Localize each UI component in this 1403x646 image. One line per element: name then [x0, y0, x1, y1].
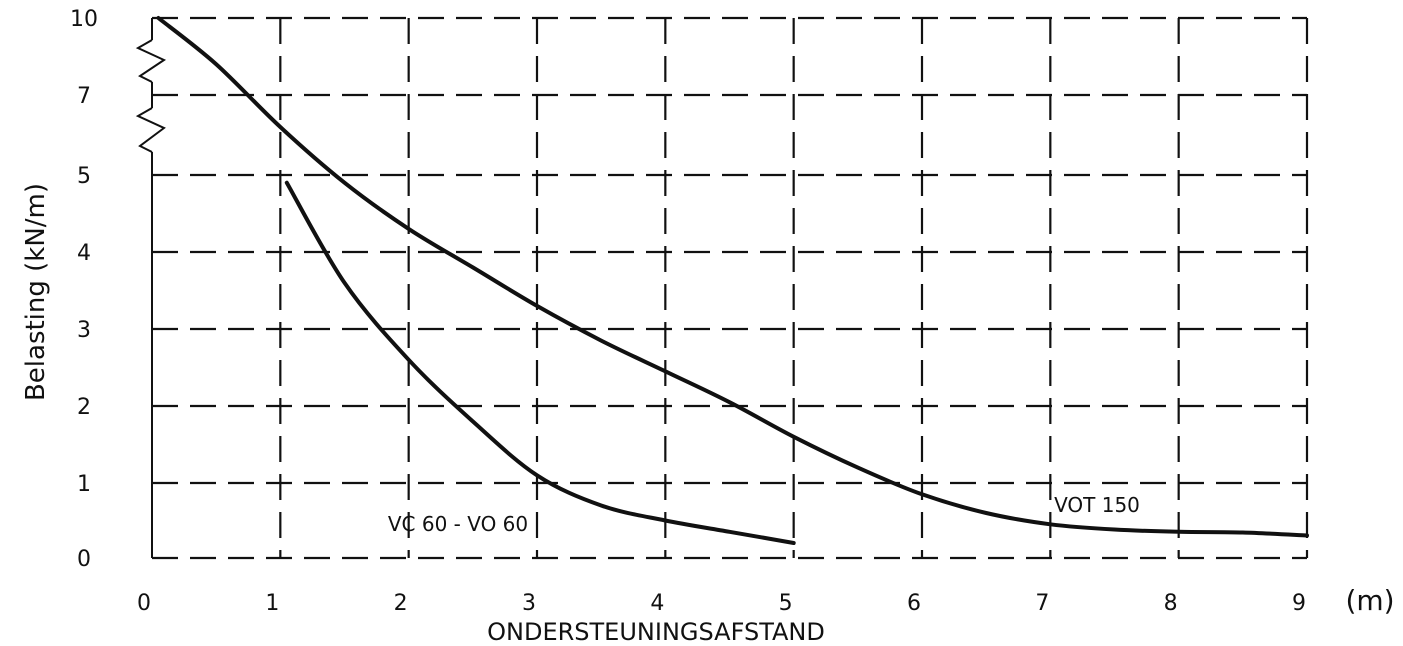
x-tick-6: 6	[907, 591, 921, 616]
x-axis-unit: (m)	[1345, 584, 1394, 617]
x-tick-7: 7	[1035, 591, 1049, 616]
y-tick-labels: 0 1 2 3 4 5 7 10	[70, 7, 98, 572]
y-tick-2: 2	[77, 395, 91, 420]
y-tick-7: 7	[77, 84, 91, 109]
x-tick-4: 4	[650, 591, 664, 616]
y-tick-3: 3	[77, 318, 91, 343]
y-tick-10: 10	[70, 7, 98, 32]
y-axis-break	[135, 18, 167, 558]
series-line-vc60-vo60	[284, 180, 796, 545]
y-tick-5: 5	[77, 164, 91, 189]
x-tick-8: 8	[1164, 591, 1178, 616]
series-line-vot150	[156, 16, 1309, 538]
y-axis-label: Belasting (kN/m)	[21, 183, 51, 401]
x-tick-9: 9	[1292, 591, 1306, 616]
x-tick-3: 3	[522, 591, 536, 616]
x-tick-2: 2	[394, 591, 408, 616]
series-label-vot150: VOT 150	[1054, 493, 1140, 517]
series-lines	[156, 16, 1309, 545]
x-tick-1: 1	[265, 591, 279, 616]
x-tick-labels: 0 1 2 3 4 5 6 7 8 9	[137, 591, 1306, 616]
x-axis-label: ONDERSTEUNINGSAFSTAND	[487, 618, 825, 646]
y-tick-1: 1	[77, 472, 91, 497]
grid	[152, 16, 1309, 560]
y-tick-4: 4	[77, 241, 91, 266]
x-tick-5: 5	[779, 591, 793, 616]
series-label-vc60-vo60: VC 60 - VO 60	[388, 512, 528, 536]
x-tick-0: 0	[137, 591, 151, 616]
y-tick-0: 0	[77, 547, 91, 572]
